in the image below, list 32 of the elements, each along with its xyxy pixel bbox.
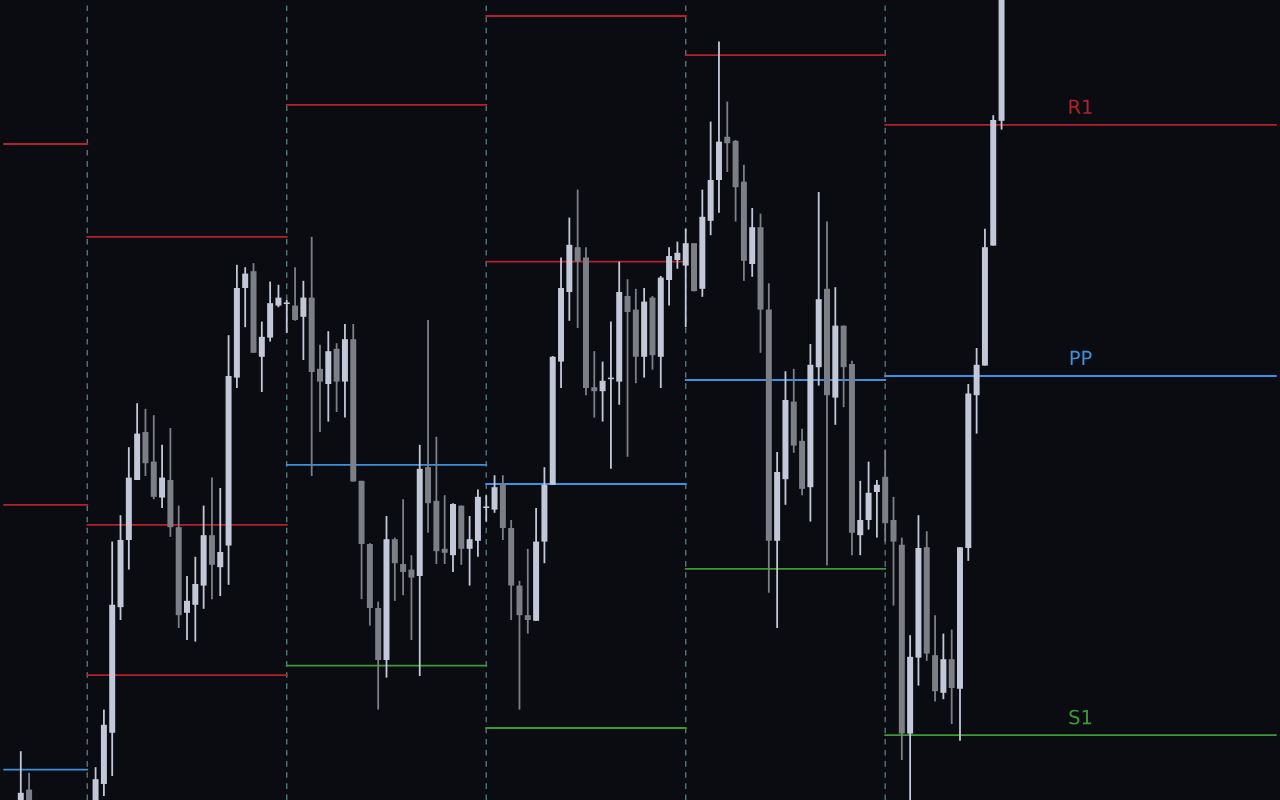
candlestick [857,479,864,557]
candlestick [283,299,290,334]
candlestick [184,575,191,641]
candlestick [408,554,415,641]
candlestick [391,536,398,602]
candlestick [682,227,689,329]
series-label: S1 [1069,709,1092,725]
candlestick [441,494,448,565]
candlestick [242,266,249,329]
candlestick [466,515,473,587]
series-label: R1 [1069,99,1092,114]
candlestick [491,474,498,514]
candlestick [574,188,581,329]
candlestick [483,494,490,523]
candlestick [192,555,199,643]
candlestick [666,246,673,307]
candlestick [624,278,631,458]
candlestick [524,547,531,635]
candlestick [217,487,224,597]
candlestick [275,283,282,309]
candlestick [400,498,407,597]
candlestick [292,266,299,322]
candlestick [724,100,731,173]
candlestick [300,279,307,361]
candlestick [599,360,606,423]
candlestick [674,240,681,270]
candlestick [317,343,323,433]
candlestick [159,443,166,509]
candlestick [258,320,265,393]
candlestick [873,479,880,539]
candlestick [591,350,598,419]
series-label: PP [1070,350,1092,366]
